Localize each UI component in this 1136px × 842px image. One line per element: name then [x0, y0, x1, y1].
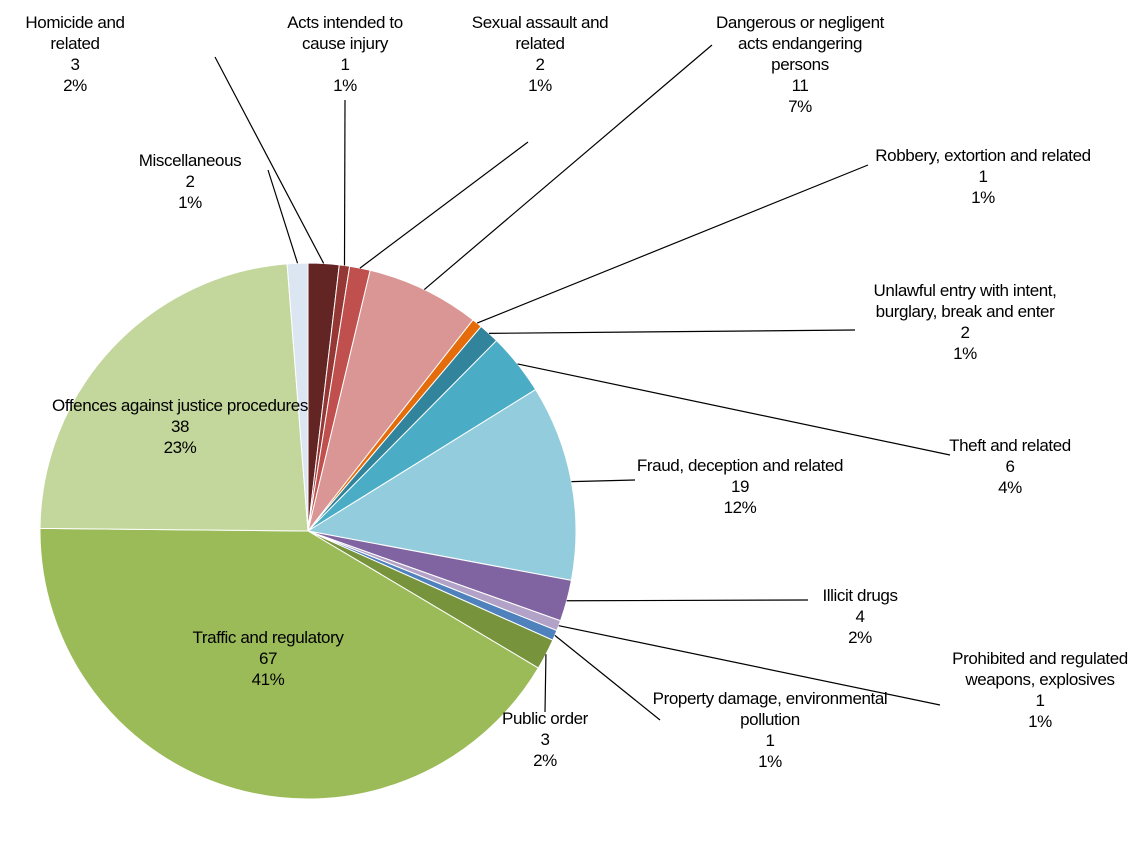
percent-label: 1%	[953, 344, 977, 363]
percent-label: 1%	[333, 76, 357, 95]
slice-label: Traffic and regulatory 67 41%	[158, 627, 378, 690]
leader-line	[359, 141, 529, 269]
category-name: Offences against justice procedures	[52, 396, 308, 415]
slice-label: Sexual assault and related 2 1%	[465, 12, 615, 96]
slice-label: Public order 3 2%	[480, 708, 610, 771]
pie-slice	[306, 388, 577, 581]
value-label: 3	[70, 55, 80, 74]
leader-line	[554, 634, 661, 721]
value-label: 19	[730, 477, 750, 496]
category-name: Traffic and regulatory	[192, 628, 344, 647]
percent-label: 2%	[533, 751, 557, 770]
category-name: Prohibited and regulated weapons, explos…	[952, 649, 1128, 689]
leader-line	[343, 99, 346, 266]
value-label: 11	[791, 76, 809, 95]
pie-slice	[39, 263, 309, 532]
leader-line	[488, 329, 856, 334]
percent-label: 1%	[178, 193, 202, 212]
category-name: Sexual assault and related	[471, 13, 609, 53]
category-name: Miscellaneous	[138, 151, 242, 170]
value-label: 4	[855, 607, 865, 626]
value-label: 1	[1035, 691, 1045, 710]
category-name: Acts intended to cause injury	[287, 13, 403, 53]
percent-label: 2%	[848, 628, 872, 647]
slice-label: Illicit drugs 4 2%	[800, 585, 920, 648]
category-name: Fraud, deception and related	[636, 456, 844, 475]
value-label: 2	[535, 55, 545, 74]
value-label: 1	[978, 167, 988, 186]
percent-label: 12%	[723, 498, 757, 517]
slice-label: Acts intended to cause injury 1 1%	[285, 12, 405, 96]
leader-line	[571, 479, 636, 483]
leader-line	[558, 625, 941, 706]
percent-label: 41%	[251, 670, 285, 689]
percent-label: 1%	[758, 752, 782, 771]
leader-line	[267, 169, 299, 264]
value-label: 38	[170, 417, 190, 436]
percent-label: 1%	[971, 188, 995, 207]
leader-line	[544, 654, 547, 713]
value-label: 1	[765, 731, 775, 750]
slice-label: Dangerous or negligent acts endangering …	[710, 12, 890, 117]
percent-label: 7%	[788, 97, 812, 116]
category-name: Illicit drugs	[822, 586, 898, 605]
percent-label: 2%	[63, 76, 87, 95]
pie-slice	[307, 269, 474, 532]
percent-label: 1%	[528, 76, 552, 95]
percent-label: 23%	[163, 438, 197, 457]
category-name: Unlawful entry with intent, burglary, br…	[873, 281, 1057, 321]
value-label: 2	[960, 323, 970, 342]
slice-label: Homicide and related 3 2%	[0, 12, 150, 96]
percent-label: 1%	[1028, 712, 1052, 731]
slice-label: Prohibited and regulated weapons, explos…	[940, 648, 1136, 732]
category-name: Property damage, environmental pollution	[652, 689, 888, 729]
leader-line	[566, 599, 809, 602]
category-name: Robbery, extortion and related	[875, 146, 1091, 165]
slice-label: Fraud, deception and related 19 12%	[630, 455, 850, 518]
leader-line	[423, 44, 713, 290]
pie-slice	[39, 527, 540, 800]
slice-label: Offences against justice procedures 38 23%	[50, 395, 310, 458]
slice-label: Robbery, extortion and related 1 1%	[863, 145, 1103, 208]
category-name: Homicide and related	[25, 13, 125, 53]
slice-label: Unlawful entry with intent, burglary, br…	[855, 280, 1075, 364]
slice-label: Miscellaneous 2 1%	[120, 150, 260, 213]
category-name: Dangerous or negligent acts endangering …	[716, 13, 884, 74]
value-label: 67	[258, 649, 278, 668]
percent-label: 4%	[998, 478, 1022, 497]
slice-label: Theft and related 6 4%	[930, 435, 1090, 498]
leader-line	[214, 56, 325, 264]
value-label: 2	[185, 172, 195, 191]
leader-line	[476, 164, 869, 324]
value-label: 6	[1005, 457, 1015, 476]
category-name: Public order	[502, 709, 588, 728]
value-label: 3	[540, 730, 550, 749]
category-name: Theft and related	[949, 436, 1071, 455]
leader-line	[517, 363, 951, 456]
slice-label: Property damage, environmental pollution…	[645, 688, 895, 772]
value-label: 1	[340, 55, 350, 74]
